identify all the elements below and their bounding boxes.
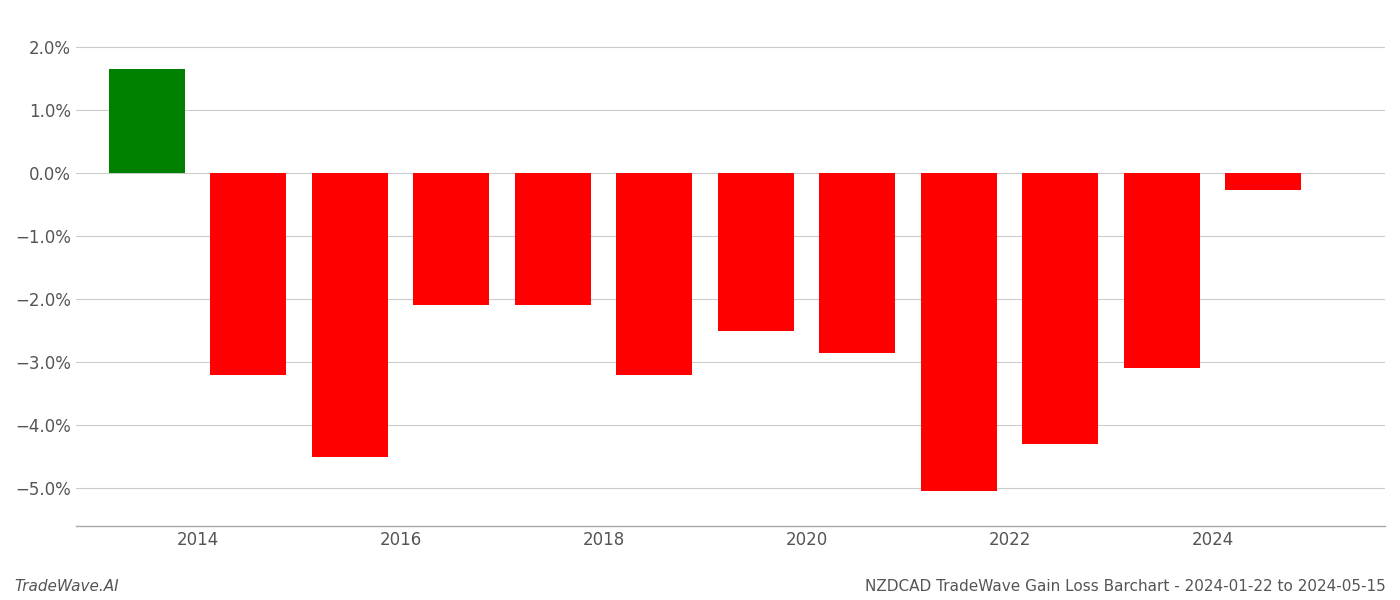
Bar: [1225, 173, 1301, 190]
Bar: [413, 173, 490, 305]
Bar: [515, 173, 591, 305]
Bar: [210, 173, 287, 374]
Bar: [109, 68, 185, 173]
Text: NZDCAD TradeWave Gain Loss Barchart - 2024-01-22 to 2024-05-15: NZDCAD TradeWave Gain Loss Barchart - 20…: [865, 579, 1386, 594]
Text: TradeWave.AI: TradeWave.AI: [14, 579, 119, 594]
Bar: [1124, 173, 1200, 368]
Bar: [616, 173, 693, 374]
Bar: [921, 173, 997, 491]
Bar: [312, 173, 388, 457]
Bar: [718, 173, 794, 331]
Bar: [1022, 173, 1098, 444]
Bar: [819, 173, 895, 353]
